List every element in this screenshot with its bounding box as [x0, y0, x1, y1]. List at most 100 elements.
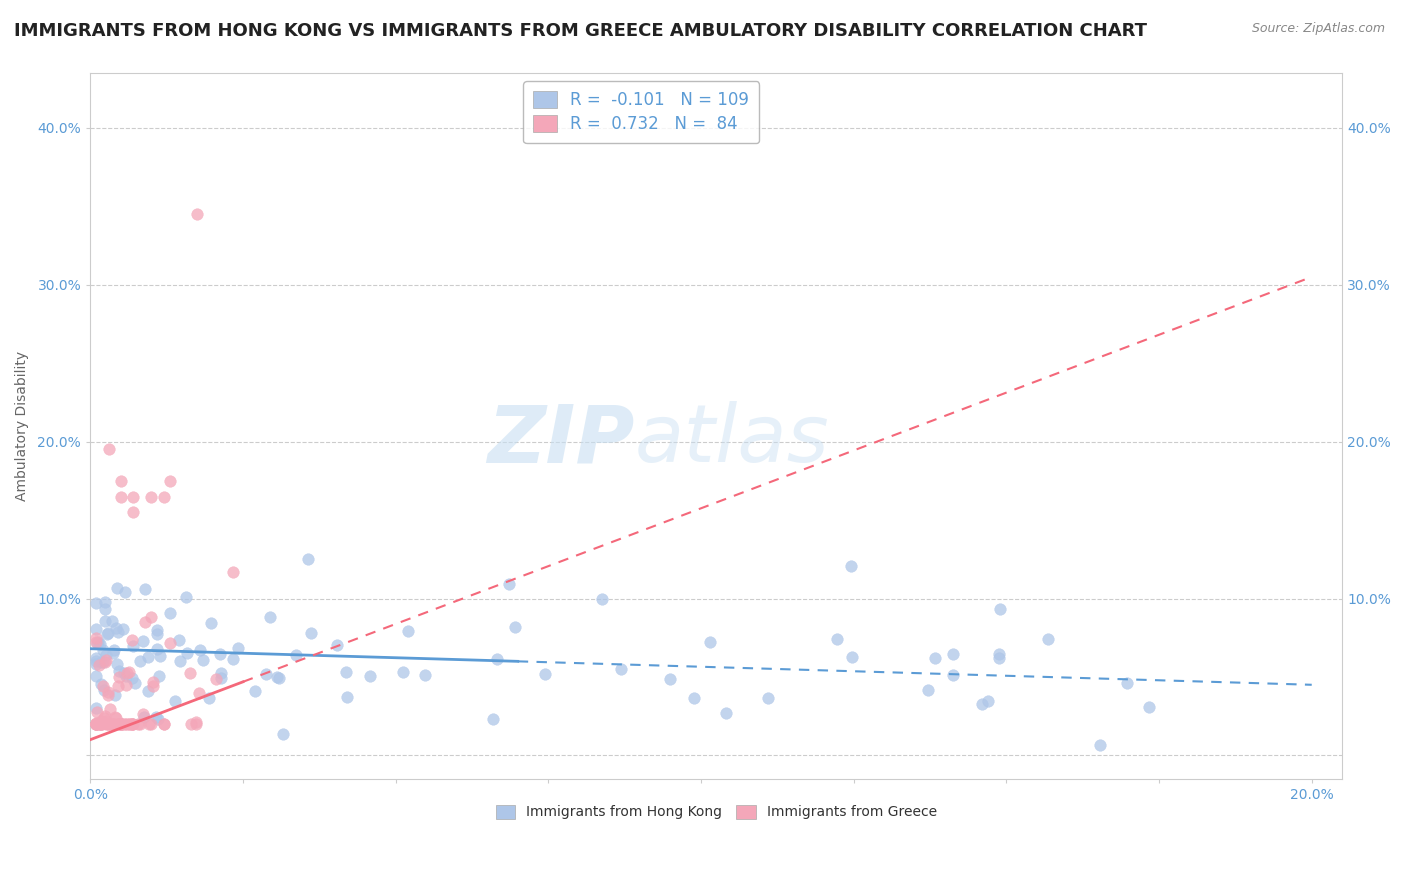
- Point: [91, 717, 114, 731]
- Point: [141, 490, 163, 504]
- Point: [94, 714, 117, 729]
- Point: [89, 637, 111, 651]
- Point: [86, 717, 108, 731]
- Point: [117, 666, 139, 681]
- Point: [184, 714, 207, 729]
- Point: [94, 709, 117, 723]
- Point: [610, 662, 633, 676]
- Point: [94, 601, 117, 615]
- Point: [186, 207, 208, 221]
- Point: [148, 669, 170, 683]
- Point: [839, 558, 862, 573]
- Point: [336, 690, 359, 705]
- Point: [108, 717, 131, 731]
- Point: [132, 634, 155, 648]
- Point: [89, 717, 111, 731]
- Point: [118, 717, 141, 731]
- Point: [132, 707, 155, 722]
- Point: [208, 647, 231, 661]
- Point: [86, 716, 108, 731]
- Point: [115, 668, 138, 682]
- Point: [101, 614, 124, 628]
- Point: [1137, 700, 1160, 714]
- Point: [98, 702, 121, 716]
- Point: [942, 667, 965, 681]
- Point: [188, 686, 211, 700]
- Point: [159, 606, 181, 620]
- Point: [87, 635, 110, 649]
- Text: IMMIGRANTS FROM HONG KONG VS IMMIGRANTS FROM GREECE AMBULATORY DISABILITY CORREL: IMMIGRANTS FROM HONG KONG VS IMMIGRANTS …: [14, 22, 1147, 40]
- Point: [122, 505, 145, 519]
- Point: [86, 631, 108, 645]
- Point: [146, 713, 169, 727]
- Point: [86, 651, 108, 665]
- Point: [107, 670, 129, 684]
- Point: [94, 652, 117, 666]
- Point: [159, 636, 181, 650]
- Point: [917, 683, 939, 698]
- Point: [114, 717, 136, 731]
- Point: [591, 591, 613, 606]
- Point: [198, 691, 221, 706]
- Point: [326, 638, 349, 652]
- Point: [485, 651, 508, 665]
- Point: [970, 698, 993, 712]
- Point: [97, 717, 120, 731]
- Point: [987, 647, 1010, 661]
- Point: [86, 634, 108, 648]
- Point: [90, 714, 112, 728]
- Point: [93, 682, 115, 697]
- Point: [169, 654, 191, 668]
- Point: [94, 595, 117, 609]
- Point: [127, 717, 149, 731]
- Point: [91, 679, 114, 693]
- Point: [104, 621, 127, 635]
- Point: [94, 717, 117, 731]
- Point: [988, 602, 1011, 616]
- Point: [86, 636, 108, 650]
- Legend: Immigrants from Hong Kong, Immigrants from Greece: Immigrants from Hong Kong, Immigrants fr…: [491, 799, 942, 825]
- Point: [174, 590, 197, 604]
- Point: [335, 665, 357, 679]
- Point: [86, 717, 108, 731]
- Point: [86, 717, 108, 731]
- Point: [107, 625, 129, 640]
- Point: [152, 490, 174, 504]
- Point: [924, 651, 946, 665]
- Point: [86, 669, 108, 683]
- Point: [91, 655, 114, 669]
- Point: [86, 595, 108, 609]
- Point: [121, 639, 143, 653]
- Point: [226, 640, 249, 655]
- Y-axis label: Ambulatory Disability: Ambulatory Disability: [15, 351, 30, 501]
- Point: [121, 633, 143, 648]
- Point: [266, 670, 288, 684]
- Point: [103, 643, 125, 657]
- Point: [112, 666, 135, 681]
- Point: [714, 706, 737, 720]
- Point: [267, 671, 290, 685]
- Point: [756, 690, 779, 705]
- Point: [118, 665, 141, 680]
- Point: [90, 717, 112, 731]
- Point: [138, 717, 160, 731]
- Point: [97, 717, 120, 731]
- Point: [988, 650, 1011, 665]
- Point: [114, 717, 136, 731]
- Point: [122, 490, 145, 504]
- Point: [153, 717, 176, 731]
- Point: [86, 701, 108, 715]
- Point: [90, 677, 112, 691]
- Point: [482, 712, 505, 726]
- Point: [188, 642, 211, 657]
- Point: [97, 689, 120, 703]
- Point: [1115, 676, 1137, 690]
- Point: [121, 671, 143, 685]
- Point: [245, 684, 267, 698]
- Point: [359, 668, 381, 682]
- Point: [103, 646, 125, 660]
- Point: [115, 678, 138, 692]
- Point: [121, 717, 143, 731]
- Point: [101, 717, 124, 731]
- Point: [90, 717, 112, 731]
